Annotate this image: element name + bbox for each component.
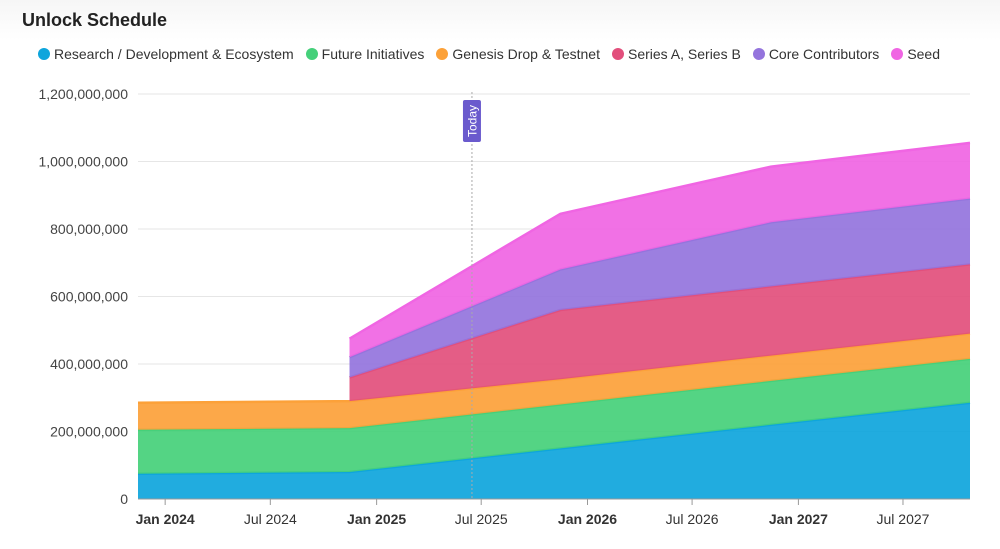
y-tick-label: 200,000,000	[50, 424, 128, 440]
legend-swatch	[38, 48, 50, 60]
legend-item[interactable]: Seed	[891, 46, 940, 62]
area-series	[349, 142, 970, 358]
chart-legend: Research / Development & Ecosystem Future…	[38, 46, 940, 62]
legend-item[interactable]: Genesis Drop & Testnet	[436, 46, 600, 62]
y-tick-label: 400,000,000	[50, 356, 128, 372]
today-label: Today	[465, 105, 479, 137]
chart-title: Unlock Schedule	[22, 10, 168, 30]
legend-swatch	[891, 48, 904, 60]
legend-swatch	[436, 48, 449, 60]
x-tick-label: Jul 2024	[244, 511, 297, 527]
legend-item[interactable]: Future Initiatives	[305, 46, 425, 62]
legend-label: Future Initiatives	[321, 46, 425, 62]
chart-header: Unlock Schedule	[0, 0, 1000, 40]
x-tick-label: Jul 2026	[666, 511, 719, 527]
area-series	[349, 264, 970, 402]
legend-item[interactable]: Core Contributors	[752, 46, 880, 62]
x-tick-label: Jul 2027	[877, 511, 930, 527]
x-tick-label: Jan 2024	[136, 511, 195, 527]
y-tick-label: 800,000,000	[50, 221, 128, 237]
y-tick-label: 0	[120, 491, 128, 507]
legend-label: Seed	[907, 46, 941, 62]
legend-label: Series A, Series B	[627, 46, 741, 62]
x-tick-label: Jan 2027	[769, 511, 828, 527]
area-series	[138, 358, 970, 474]
legend-label: Genesis Drop & Testnet	[452, 46, 600, 62]
x-tick-label: Jan 2025	[347, 511, 406, 527]
x-tick-label: Jan 2026	[558, 511, 617, 527]
area-series	[349, 198, 970, 378]
legend-swatch	[752, 48, 765, 60]
legend-item[interactable]: Research / Development & Ecosystem	[38, 46, 294, 62]
legend-swatch	[611, 48, 624, 60]
y-tick-label: 600,000,000	[50, 289, 128, 305]
today-badge	[462, 100, 481, 142]
x-tick-label: Jul 2025	[455, 511, 508, 527]
legend-swatch	[305, 48, 318, 60]
legend-label: Research / Development & Ecosystem	[54, 46, 294, 62]
y-tick-label: 1,200,000,000	[38, 86, 128, 102]
y-tick-label: 1,000,000,000	[38, 154, 128, 170]
legend-label: Core Contributors	[768, 46, 880, 62]
legend-item[interactable]: Series A, Series B	[611, 46, 741, 62]
area-series-line	[348, 141, 971, 340]
